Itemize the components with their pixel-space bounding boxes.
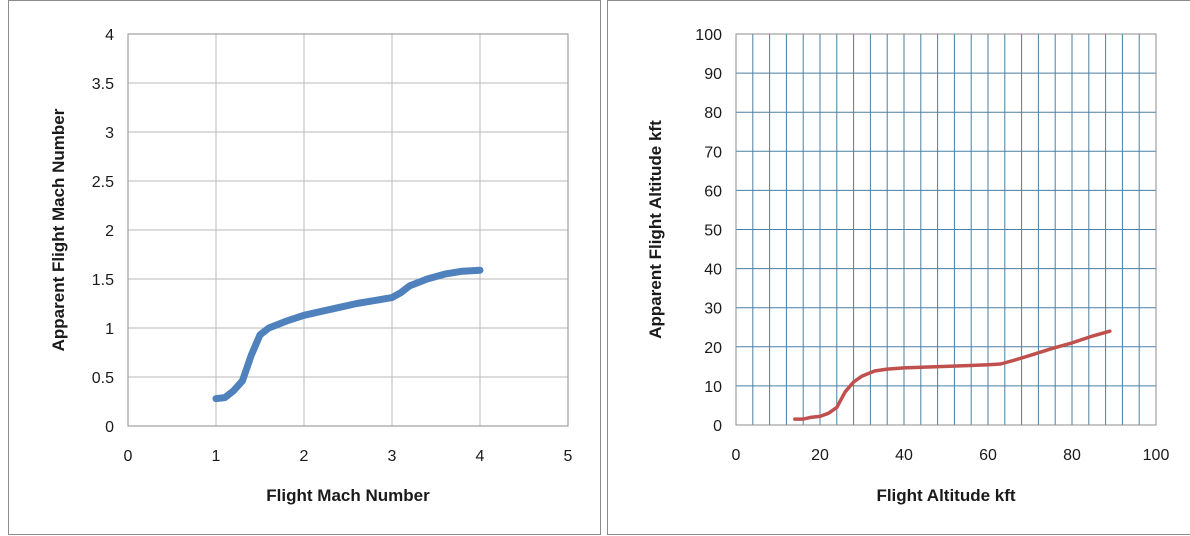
chart-panel-left: 0 0.5 1 1.5 2 2.5 3 3.5 4 0 1 2 3 4 5 Flight Mach Numbe… <box>8 0 601 535</box>
x-tick-label: 20 <box>811 447 829 464</box>
y-tick-label: 1 <box>105 321 114 338</box>
y-tick-label: 0.5 <box>92 370 114 387</box>
plot-border <box>127 33 569 427</box>
y-tick-label: 10 <box>704 379 722 396</box>
y-tick-label: 3.5 <box>92 76 114 93</box>
x-tick-label: 40 <box>895 447 913 464</box>
y-tick-label: 70 <box>704 144 722 161</box>
y-tick-label: 60 <box>704 183 722 200</box>
x-axis-title: Flight Altitude kft <box>876 486 1015 505</box>
y-tick-label: 20 <box>704 340 722 357</box>
x-tick-label: 60 <box>979 447 997 464</box>
altitude-chart: 0 10 20 30 40 50 60 70 80 90 100 0 20 40 60 80 100 Flight… <box>646 27 1170 505</box>
y-tick-label: 2.5 <box>92 174 114 191</box>
x-tick-label: 0 <box>732 447 741 464</box>
y-tick-label: 0 <box>105 419 114 436</box>
series-line-0 <box>793 329 1112 421</box>
x-tick-label: 100 <box>1143 447 1170 464</box>
x-tick-label: 1 <box>212 448 221 465</box>
x-tick-label: 3 <box>388 448 397 465</box>
x-tick-label: 4 <box>476 448 485 465</box>
x-tick-label: 5 <box>564 448 573 465</box>
y-tick-label: 40 <box>704 262 722 279</box>
plot-border <box>735 33 1157 426</box>
x-tick-label: 0 <box>124 448 133 465</box>
y-axis-title: Apparent Flight Altitude kft <box>646 120 665 339</box>
y-tick-label: 4 <box>105 27 114 44</box>
y-tick-label: 1.5 <box>92 272 114 289</box>
y-tick-label: 50 <box>704 223 722 240</box>
x-tick-label: 2 <box>300 448 309 465</box>
y-tick-label: 30 <box>704 301 722 318</box>
y-tick-label: 100 <box>695 27 722 44</box>
y-tick-label: 80 <box>704 105 722 122</box>
mach-chart: 0 0.5 1 1.5 2 2.5 3 3.5 4 0 1 2 3 4 5 Flight Mach Numbe… <box>49 27 573 505</box>
y-tick-label: 3 <box>105 125 114 142</box>
x-axis-title: Flight Mach Number <box>266 486 430 505</box>
y-tick-label: 90 <box>704 66 722 83</box>
y-axis-title: Apparent Flight Mach Number <box>49 108 68 351</box>
y-tick-label: 0 <box>713 418 722 435</box>
chart-panel-right: 0 10 20 30 40 50 60 70 80 90 100 0 20 40 60 80 100 Flight… <box>607 0 1190 535</box>
x-tick-label: 80 <box>1063 447 1081 464</box>
series-line-0 <box>212 266 484 403</box>
y-tick-label: 2 <box>105 223 114 240</box>
